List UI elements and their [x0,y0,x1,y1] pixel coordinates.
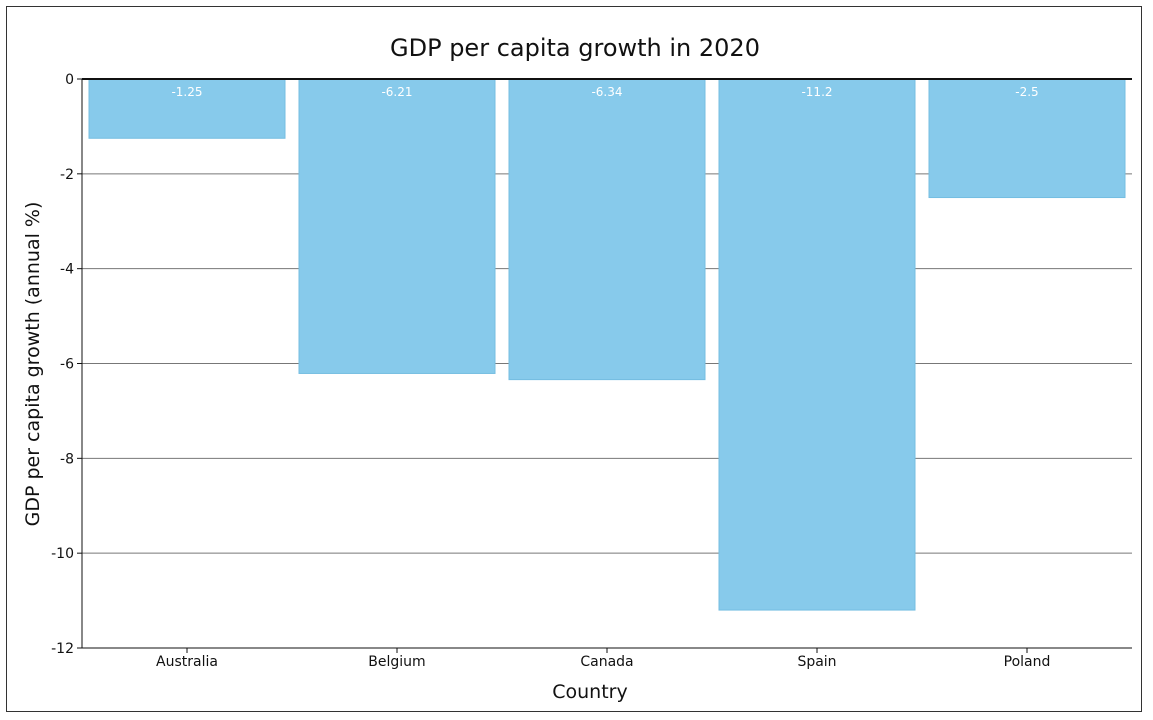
bars [88,78,1126,611]
bar-australia [88,78,286,139]
data-label-australia: -1.25 [171,85,202,99]
y-tick-label: -4 [60,262,74,278]
y-tick-label: -2 [60,167,74,183]
x-tick-label-poland: Poland [1004,654,1051,670]
x-axis-title: Country [552,681,627,703]
x-tick-label-canada: Canada [580,654,633,670]
x-tick-label-spain: Spain [797,654,836,670]
x-tick-label-australia: Australia [156,654,218,670]
y-tick-label: -8 [60,451,74,467]
y-tick-label: 0 [65,72,74,88]
bar-spain [718,78,916,611]
y-tick-label: -6 [60,357,74,373]
x-tick-label-belgium: Belgium [368,654,425,670]
bar-belgium [298,78,496,374]
data-label-canada: -6.34 [591,85,622,99]
y-tick-label: -10 [51,546,74,562]
data-label-poland: -2.5 [1015,85,1038,99]
chart-title: GDP per capita growth in 2020 [390,34,760,62]
data-label-belgium: -6.21 [381,85,412,99]
data-label-spain: -11.2 [801,85,832,99]
labels: 0 -2 -4 -6 -8 -10 -12 -1.25 Australia -6.21 Belgiu… [51,72,1050,670]
axes [77,78,1132,653]
y-axis-title: GDP per capita growth (annual %) [22,202,44,527]
y-tick-label: -12 [51,641,74,657]
bar-canada [508,78,706,381]
